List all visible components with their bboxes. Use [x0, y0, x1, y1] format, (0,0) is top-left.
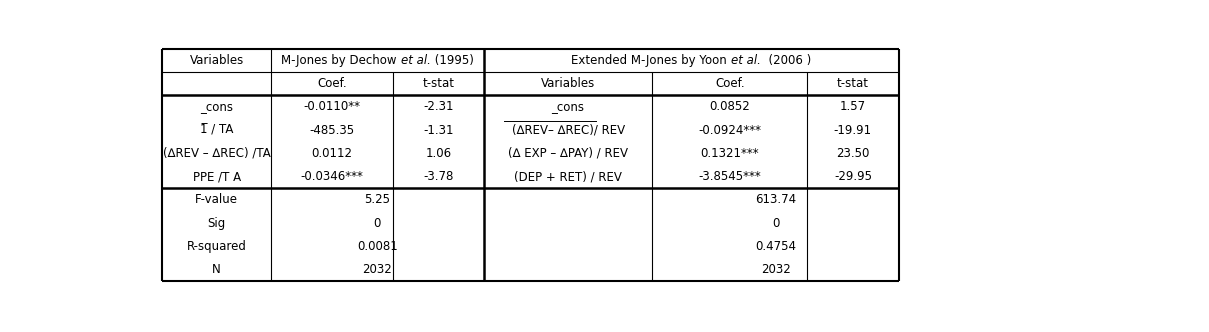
- Text: 2032: 2032: [363, 263, 392, 276]
- Text: (∆REV– ∆REC)/ REV: (∆REV– ∆REC)/ REV: [511, 124, 625, 137]
- Text: 613.74: 613.74: [756, 194, 797, 207]
- Text: 0.0112: 0.0112: [312, 147, 353, 160]
- Text: Variables: Variables: [540, 77, 595, 90]
- Text: -0.0346***: -0.0346***: [301, 170, 364, 183]
- Text: (∆REV – ∆REC) /TA: (∆REV – ∆REC) /TA: [163, 147, 271, 160]
- Text: t-stat: t-stat: [837, 77, 869, 90]
- Text: 2032: 2032: [760, 263, 791, 276]
- Text: (2006 ): (2006 ): [760, 54, 811, 67]
- Text: -485.35: -485.35: [310, 124, 354, 137]
- Text: R-squared: R-squared: [186, 240, 247, 253]
- Text: 0: 0: [374, 217, 381, 230]
- Text: -29.95: -29.95: [834, 170, 872, 183]
- Text: -3.8545***: -3.8545***: [699, 170, 762, 183]
- Text: et al.: et al.: [731, 54, 760, 67]
- Text: PPE /T A: PPE /T A: [192, 170, 241, 183]
- Text: _cons: _cons: [201, 101, 233, 114]
- Text: 5.25: 5.25: [364, 194, 391, 207]
- Text: -19.91: -19.91: [834, 124, 872, 137]
- Text: 1.57: 1.57: [840, 101, 866, 114]
- Text: 0.1321***: 0.1321***: [700, 147, 759, 160]
- Text: 23.50: 23.50: [837, 147, 869, 160]
- Text: -0.0924***: -0.0924***: [699, 124, 762, 137]
- Text: _cons: _cons: [551, 101, 585, 114]
- Text: Extended M-Jones by Yoon: Extended M-Jones by Yoon: [572, 54, 731, 67]
- Text: Sig: Sig: [208, 217, 226, 230]
- Text: (1995): (1995): [430, 54, 474, 67]
- Text: M-Jones by Dechow: M-Jones by Dechow: [282, 54, 400, 67]
- Text: Coef.: Coef.: [715, 77, 745, 90]
- Text: t-stat: t-stat: [422, 77, 455, 90]
- Text: -3.78: -3.78: [423, 170, 453, 183]
- Text: Variables: Variables: [190, 54, 244, 67]
- Text: Coef.: Coef.: [317, 77, 347, 90]
- Text: 0.0081: 0.0081: [357, 240, 398, 253]
- Text: 0.4754: 0.4754: [756, 240, 796, 253]
- Text: 1̅ / TA: 1̅ / TA: [199, 124, 233, 137]
- Text: 0.0852: 0.0852: [710, 101, 750, 114]
- Text: N: N: [213, 263, 221, 276]
- Text: -2.31: -2.31: [423, 101, 453, 114]
- Text: -1.31: -1.31: [423, 124, 453, 137]
- Text: 1.06: 1.06: [426, 147, 451, 160]
- Text: (DEP + RET) / REV: (DEP + RET) / REV: [514, 170, 621, 183]
- Text: (∆ EXP – ∆PAY) / REV: (∆ EXP – ∆PAY) / REV: [508, 147, 629, 160]
- Text: -0.0110**: -0.0110**: [303, 101, 360, 114]
- Text: F-value: F-value: [195, 194, 238, 207]
- Text: 0: 0: [771, 217, 780, 230]
- Text: et al.: et al.: [400, 54, 430, 67]
